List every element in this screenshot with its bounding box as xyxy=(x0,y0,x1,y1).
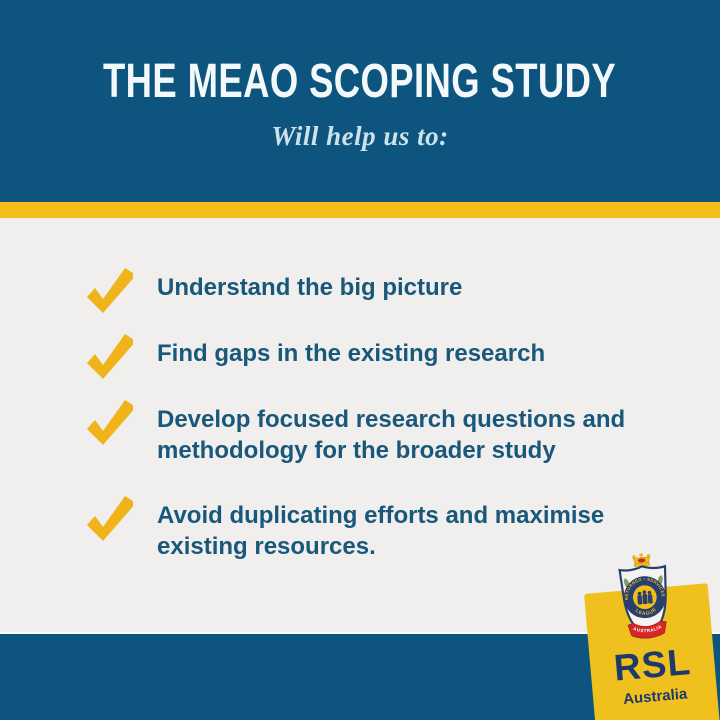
divider-stripe xyxy=(0,202,720,218)
rsl-logo-country: Australia xyxy=(622,685,688,708)
page-title: THE MEAO SCOPING STUDY xyxy=(103,55,617,108)
check-glyph xyxy=(87,334,133,379)
service-figures-icon xyxy=(637,590,653,605)
list-item-text: Develop focused research questions and m… xyxy=(157,398,625,466)
header: THE MEAO SCOPING STUDY Will help us to: xyxy=(0,0,720,202)
check-glyph xyxy=(87,400,133,445)
page-subtitle: Will help us to: xyxy=(271,121,449,151)
list-item-text: Understand the big picture xyxy=(157,266,462,303)
list-item: Understand the big picture xyxy=(83,266,462,316)
rsl-crest-icon: RETURNED • SERVICES LEAGUE AUSTRALIA xyxy=(618,553,667,639)
list-item: Avoid duplicating efforts and maximise e… xyxy=(83,494,604,562)
check-glyph xyxy=(87,496,133,541)
check-icon xyxy=(87,334,133,379)
list-item: Develop focused research questions and m… xyxy=(83,398,625,466)
check-icon xyxy=(87,496,133,541)
list-item-line: methodology for the broader study xyxy=(157,437,556,464)
crown-icon xyxy=(632,553,651,567)
banner-text: AUSTRALIA xyxy=(632,623,663,634)
list-item-line: Find gaps in the existing research xyxy=(157,340,546,367)
list-item: Find gaps in the existing research xyxy=(83,332,545,382)
list-item-text: Avoid duplicating efforts and maximise e… xyxy=(157,494,604,562)
list-item-line: existing resources. xyxy=(157,533,376,560)
check-icon xyxy=(87,400,133,445)
list-item-line: Understand the big picture xyxy=(157,274,463,301)
list-item-line: Develop focused research questions and xyxy=(157,406,626,433)
banner-ribbon xyxy=(627,620,667,639)
check-glyph xyxy=(87,268,133,313)
list-item-line: Avoid duplicating efforts and maximise xyxy=(157,502,605,529)
check-icon xyxy=(87,268,133,313)
list-item-text: Find gaps in the existing research xyxy=(157,332,545,369)
checklist: Understand the big picture Find gaps in … xyxy=(0,218,720,634)
